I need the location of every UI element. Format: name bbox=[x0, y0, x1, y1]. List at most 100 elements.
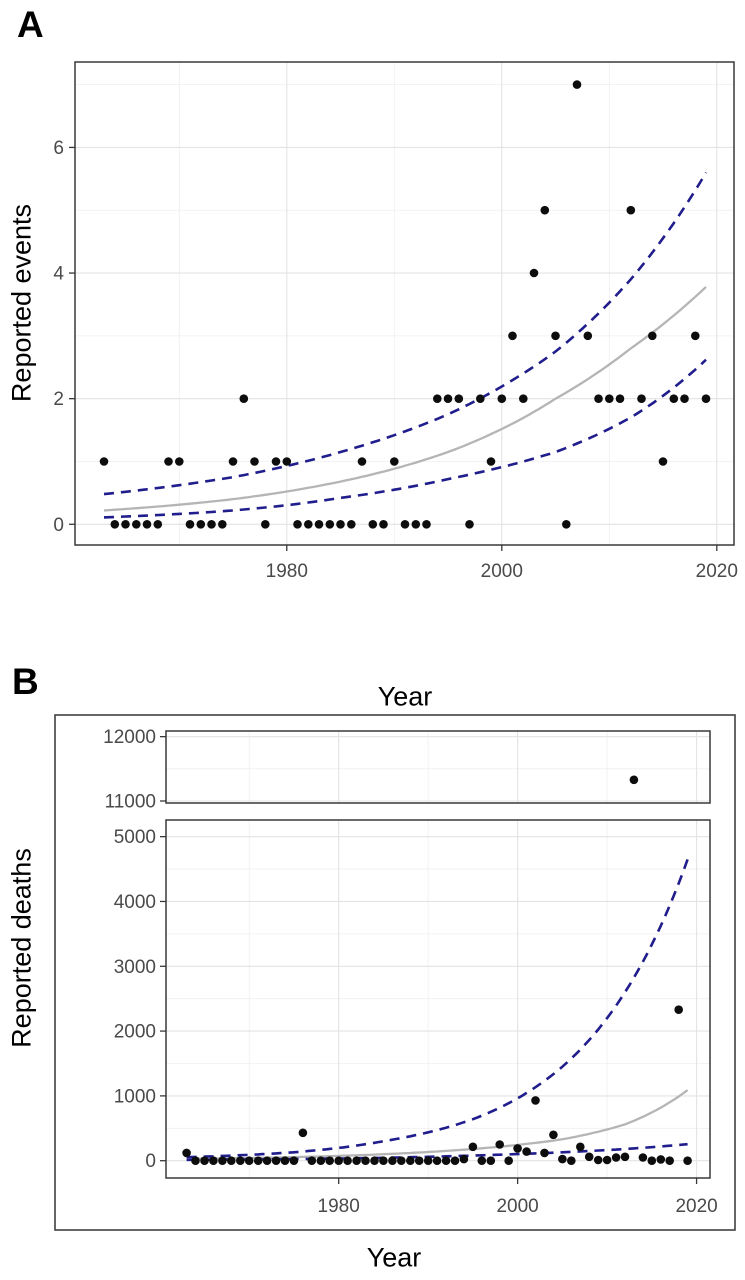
data-point bbox=[314, 520, 324, 529]
data-point bbox=[289, 1156, 299, 1165]
data-point bbox=[390, 457, 399, 466]
data-point bbox=[637, 394, 646, 404]
data-point bbox=[423, 1156, 433, 1165]
y-axis-tick-label: 5000 bbox=[114, 827, 156, 848]
data-point bbox=[529, 268, 539, 278]
data-point bbox=[388, 1156, 397, 1165]
data-point bbox=[110, 520, 120, 529]
data-point bbox=[522, 1147, 531, 1156]
data-point bbox=[361, 1156, 370, 1165]
data-point bbox=[175, 457, 184, 466]
y-axis-tick-label: 0 bbox=[53, 515, 64, 536]
data-point bbox=[558, 1154, 567, 1164]
data-point bbox=[443, 394, 453, 404]
data-point bbox=[605, 394, 614, 404]
data-point bbox=[271, 1156, 281, 1165]
data-point bbox=[459, 1154, 469, 1164]
subpanel-background bbox=[166, 731, 710, 803]
data-point bbox=[432, 1156, 442, 1165]
data-point bbox=[293, 520, 302, 529]
data-point bbox=[414, 1156, 424, 1165]
data-point bbox=[562, 520, 571, 529]
y-axis-tick-label: 12000 bbox=[103, 727, 156, 748]
data-point bbox=[583, 331, 593, 341]
data-point bbox=[611, 1153, 621, 1162]
data-point bbox=[253, 1156, 263, 1165]
data-point bbox=[282, 457, 292, 466]
data-point bbox=[422, 520, 431, 529]
subpanel-background bbox=[75, 62, 734, 545]
data-point bbox=[477, 1156, 487, 1165]
data-point bbox=[513, 1144, 522, 1153]
data-point bbox=[182, 1148, 191, 1158]
data-point bbox=[701, 394, 711, 404]
panel-b-x-axis-title: Year bbox=[366, 1242, 422, 1273]
data-point bbox=[567, 1156, 576, 1165]
panel-b-y-axis-title: Reported deaths bbox=[6, 848, 37, 1048]
data-point bbox=[680, 394, 689, 404]
data-point bbox=[271, 457, 281, 466]
data-point bbox=[656, 1155, 666, 1164]
data-point bbox=[236, 1156, 245, 1165]
data-point bbox=[207, 520, 216, 529]
data-point bbox=[658, 457, 668, 466]
data-point bbox=[244, 1156, 254, 1165]
poisson-fit-line bbox=[103, 286, 707, 512]
data-point bbox=[508, 331, 517, 341]
data-point bbox=[400, 520, 410, 529]
subpanel-border bbox=[165, 819, 711, 1179]
data-point bbox=[357, 457, 367, 466]
data-point bbox=[665, 1156, 674, 1165]
data-point bbox=[486, 1156, 496, 1165]
data-point bbox=[185, 520, 195, 529]
data-point bbox=[121, 520, 130, 529]
y-axis-tick-label: 11000 bbox=[105, 792, 156, 813]
data-point bbox=[191, 1156, 200, 1165]
panel-b-label: B bbox=[12, 661, 39, 702]
data-point bbox=[325, 520, 335, 529]
data-point bbox=[476, 394, 485, 404]
y-axis-tick-label: 4000 bbox=[114, 892, 156, 913]
x-axis-tick-label: 1980 bbox=[318, 1196, 360, 1217]
x-axis-tick-label: 2000 bbox=[481, 561, 523, 582]
data-point bbox=[336, 520, 345, 529]
data-point bbox=[540, 205, 550, 215]
data-point bbox=[620, 1152, 630, 1162]
data-point bbox=[343, 1156, 352, 1165]
data-point bbox=[262, 1156, 272, 1165]
data-point bbox=[218, 520, 227, 529]
subpanel-border bbox=[74, 61, 735, 546]
data-point bbox=[468, 1142, 478, 1152]
data-point bbox=[280, 1156, 290, 1165]
data-point bbox=[519, 394, 528, 404]
data-point bbox=[551, 331, 560, 341]
ci-lower-line bbox=[103, 358, 707, 519]
data-point bbox=[397, 1156, 406, 1165]
data-point bbox=[411, 520, 421, 529]
data-point bbox=[298, 1128, 308, 1138]
data-point bbox=[304, 520, 313, 529]
data-point bbox=[379, 1156, 388, 1165]
data-point bbox=[602, 1155, 612, 1165]
data-point bbox=[379, 520, 388, 529]
data-point bbox=[334, 1156, 344, 1165]
data-point bbox=[683, 1156, 692, 1165]
ci-upper-line bbox=[103, 171, 708, 496]
data-point bbox=[504, 1156, 513, 1165]
data-point bbox=[352, 1156, 361, 1165]
data-point bbox=[669, 394, 679, 404]
data-point bbox=[450, 1156, 460, 1165]
data-point bbox=[647, 1156, 657, 1165]
data-point bbox=[307, 1156, 317, 1165]
data-point bbox=[576, 1142, 585, 1152]
data-point bbox=[674, 1005, 683, 1014]
data-point bbox=[465, 520, 474, 529]
data-point bbox=[540, 1148, 549, 1158]
x-axis-tick-label: 2000 bbox=[496, 1196, 538, 1217]
data-point bbox=[486, 457, 496, 466]
data-point bbox=[549, 1130, 558, 1140]
data-point bbox=[593, 1155, 603, 1165]
data-point bbox=[196, 520, 206, 529]
